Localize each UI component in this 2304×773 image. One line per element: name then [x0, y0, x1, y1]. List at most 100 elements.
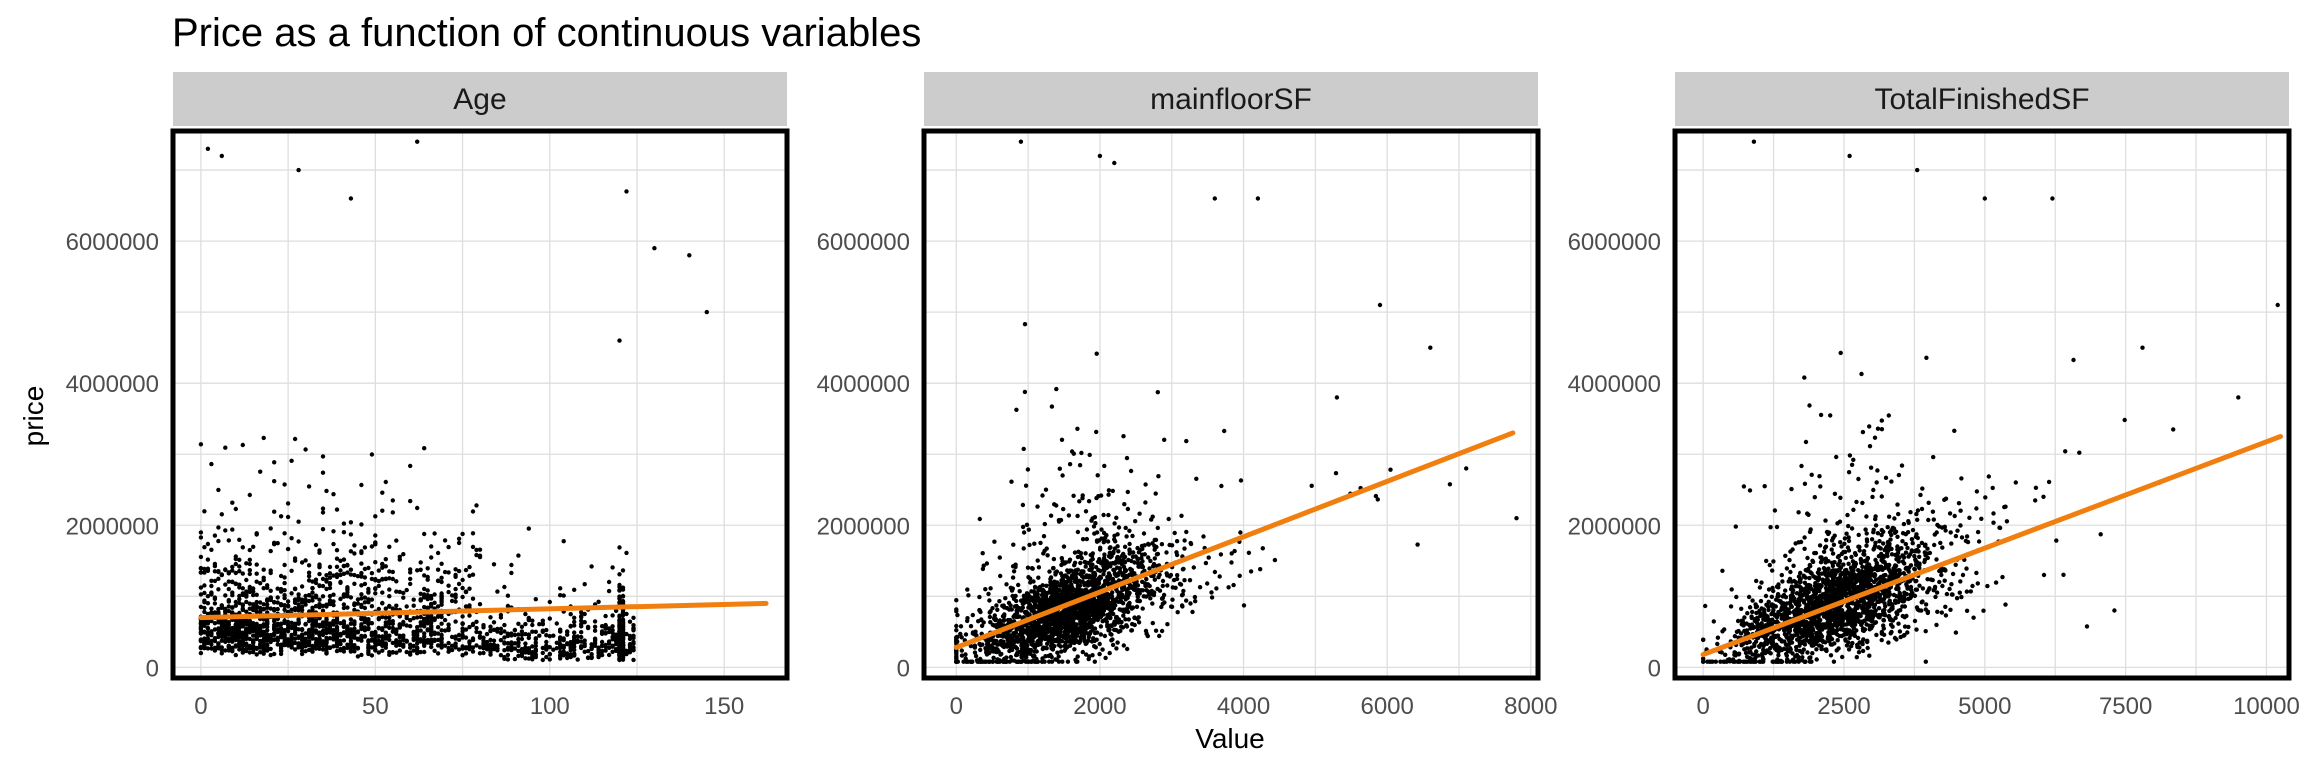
scatter-point [363, 582, 367, 586]
scatter-point [1052, 614, 1056, 618]
scatter-point [457, 541, 461, 545]
scatter-point [516, 622, 520, 626]
scatter-point [453, 619, 457, 623]
scatter-point [419, 568, 423, 572]
scatter-point [1061, 621, 1065, 625]
scatter-point [370, 638, 374, 642]
scatter-point [412, 598, 416, 602]
scatter-point [321, 604, 325, 608]
scatter-point [1096, 473, 1100, 477]
scatter-point [558, 629, 562, 633]
scatter-point [1102, 464, 1106, 468]
scatter-point [1054, 387, 1058, 391]
scatter-point [1041, 646, 1045, 650]
scatter-point [335, 557, 339, 561]
scatter-points [954, 140, 1519, 664]
scatter-point [1247, 551, 1251, 555]
scatter-point [223, 582, 227, 586]
scatter-point [1137, 512, 1141, 516]
scatter-point [394, 604, 398, 608]
scatter-point [237, 621, 241, 625]
scatter-point [652, 246, 656, 250]
scatter-point [1182, 578, 1186, 582]
scatter-point [1107, 488, 1111, 492]
scatter-point [555, 621, 559, 625]
scatter-point [401, 596, 405, 600]
scatter-point [394, 538, 398, 542]
scatter-point [1182, 546, 1186, 550]
scatter-point [1131, 605, 1135, 609]
scatter-point [1098, 642, 1102, 646]
scatter-point [544, 647, 548, 651]
scatter-point [296, 596, 300, 600]
facet-strip-label: mainfloorSF [1150, 83, 1312, 116]
scatter-point [621, 621, 625, 625]
scatter-point [366, 649, 370, 653]
scatter-point [384, 636, 388, 640]
scatter-point [366, 566, 370, 570]
scatter-point [1103, 656, 1107, 660]
scatter-point [1207, 555, 1211, 559]
scatter-point [426, 628, 430, 632]
scatter-point [1041, 602, 1045, 606]
scatter-point [1049, 575, 1053, 579]
scatter-point [324, 578, 328, 582]
scatter-point [1055, 651, 1059, 655]
scatter-point [328, 622, 332, 626]
scatter-point [1178, 582, 1182, 586]
scatter-point [1150, 601, 1154, 605]
scatter-point [206, 557, 210, 561]
scatter-point [1099, 605, 1103, 609]
scatter-point [328, 594, 332, 598]
scatter-point [1036, 629, 1040, 633]
scatter-point [241, 591, 245, 595]
scatter-point [216, 631, 220, 635]
scatter-point [255, 606, 259, 610]
scatter-point [349, 572, 353, 576]
scatter-point [1038, 541, 1042, 545]
scatter-point [457, 537, 461, 541]
scatter-point [234, 562, 238, 566]
scatter-point [1087, 617, 1091, 621]
scatter-point [537, 634, 541, 638]
scatter-point [1167, 517, 1171, 521]
scatter-point [296, 619, 300, 623]
scatter-point [1075, 639, 1079, 643]
scatter-point [1089, 558, 1093, 562]
scatter-point [366, 622, 370, 626]
scatter-point [460, 633, 464, 637]
scatter-point [1117, 525, 1121, 529]
scatter-point [422, 573, 426, 577]
scatter-point [1023, 390, 1027, 394]
scatter-point [199, 592, 203, 596]
scatter-point [579, 624, 583, 628]
scatter-point [1170, 543, 1174, 547]
scatter-point [1148, 584, 1152, 588]
scatter-point [328, 586, 332, 590]
scatter-point [997, 599, 1001, 603]
scatter-point [321, 639, 325, 643]
scatter-point [342, 521, 346, 525]
scatter-point [282, 482, 286, 486]
scatter-point [1880, 638, 1884, 642]
scatter-point [1125, 456, 1129, 460]
scatter-point [415, 625, 419, 629]
scatter-point [1093, 515, 1097, 519]
scatter-point [1028, 649, 1032, 653]
scatter-point [335, 617, 339, 621]
scatter-point [997, 649, 1001, 653]
scatter-point [1075, 614, 1079, 618]
scatter-point [1122, 610, 1126, 614]
scatter-point [1152, 544, 1156, 548]
scatter-point [2171, 427, 2175, 431]
scatter-point [1115, 640, 1119, 644]
scatter-point [331, 529, 335, 533]
scatter-point [1218, 574, 1222, 578]
scatter-point [453, 573, 457, 577]
scatter-point [310, 626, 314, 630]
scatter-point [1069, 569, 1073, 573]
scatter-point [1256, 196, 1260, 200]
scatter-point [199, 620, 203, 624]
scatter-point [1085, 631, 1089, 635]
scatter-point [1126, 603, 1130, 607]
